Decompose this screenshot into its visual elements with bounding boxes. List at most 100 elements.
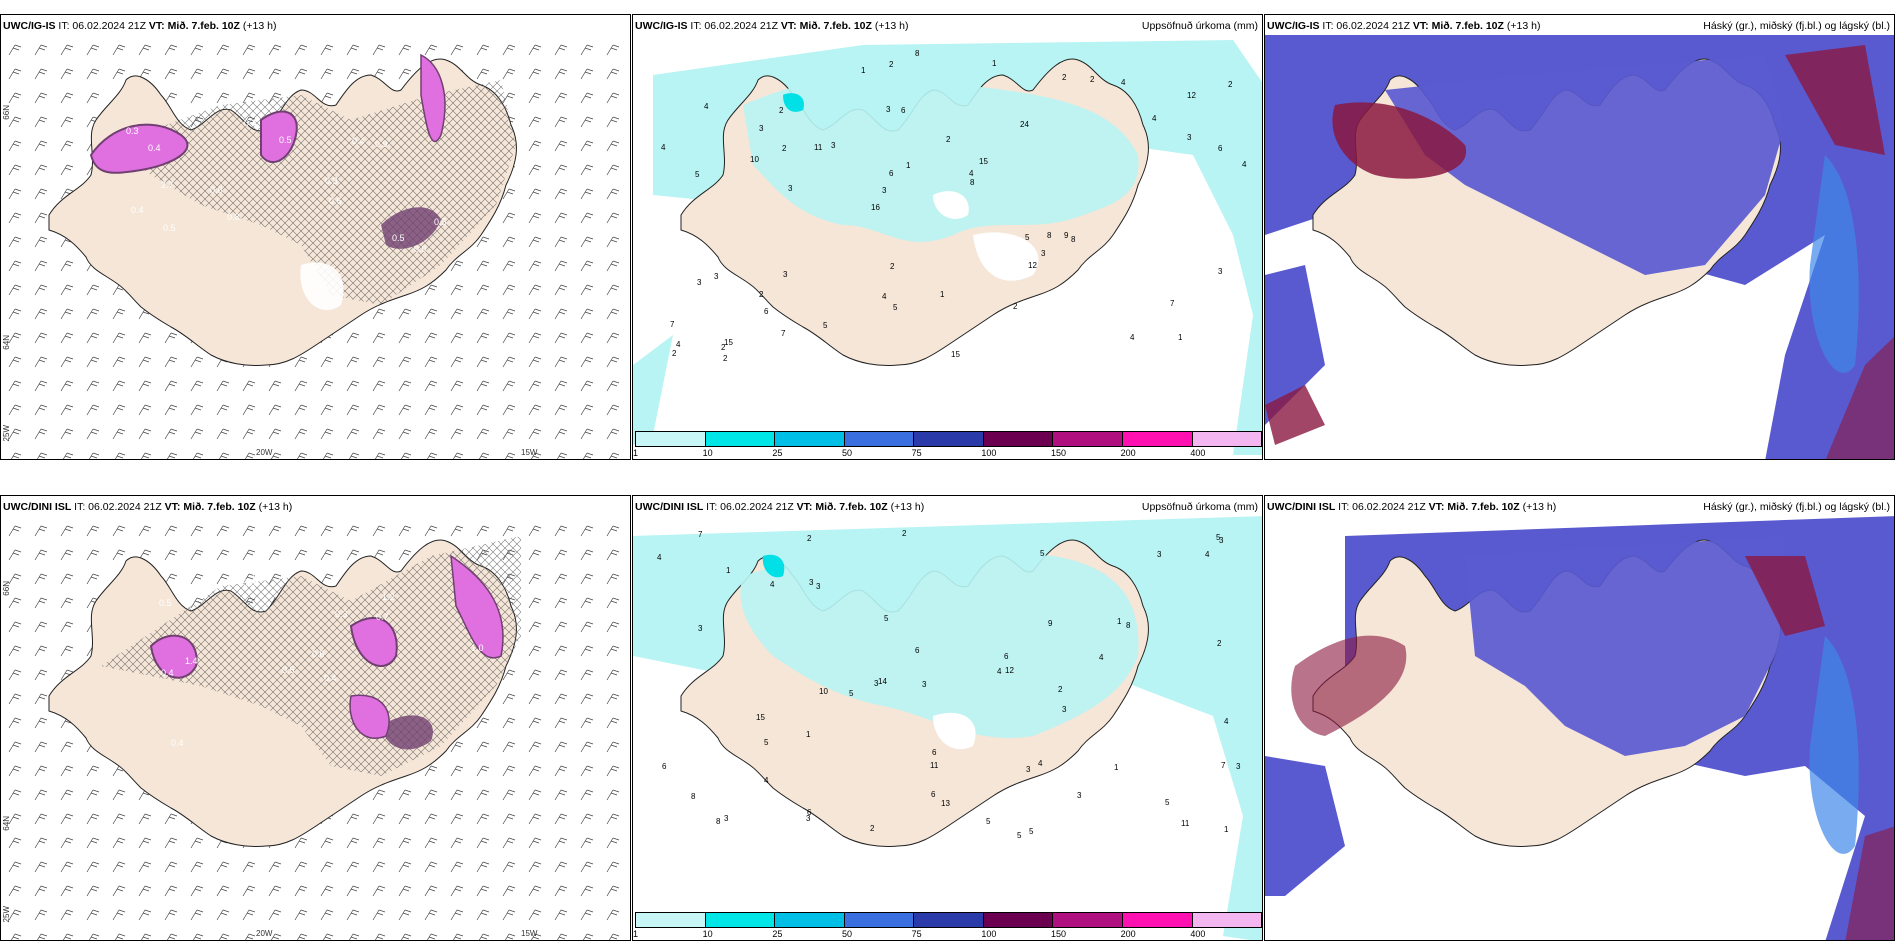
- wind-barb: [528, 116, 542, 128]
- wind-barb: [502, 813, 516, 825]
- wind-barb: [8, 284, 22, 296]
- legend-tick: 50: [842, 448, 853, 458]
- wind-barb: [294, 885, 308, 897]
- wind-barb: [476, 717, 490, 729]
- wind-barb: [450, 837, 464, 849]
- panel-cloud-ig-is: UWC/IG-IS IT: 06.02.2024 21Z VT: Mið. 7.…: [1264, 14, 1895, 460]
- wind-barb: [320, 573, 334, 585]
- wind-barb: [580, 837, 594, 849]
- wind-barb: [502, 236, 516, 248]
- map-value-label: 15: [756, 713, 765, 722]
- wind-barb: [60, 861, 74, 873]
- wind-barb: [268, 428, 282, 440]
- wind-barb: [606, 308, 620, 320]
- wind-barb: [450, 404, 464, 416]
- wind-barb: [140, 933, 152, 940]
- wind-barb: [34, 837, 48, 849]
- map-value-label: 12: [1028, 261, 1037, 270]
- wind-barb: [398, 549, 412, 561]
- wind-barb: [8, 789, 22, 801]
- wind-barb: [320, 356, 334, 368]
- wind-barb: [580, 861, 594, 873]
- wind-barb: [268, 380, 282, 392]
- wind-barb: [190, 837, 204, 849]
- wind-barb: [322, 452, 334, 459]
- legend-tick: 150: [1051, 448, 1067, 458]
- map-value-label: 24: [1020, 120, 1029, 129]
- wind-barb: [164, 525, 178, 537]
- legend-tick: 400: [1190, 929, 1206, 939]
- map-value-label: 8: [1071, 235, 1076, 244]
- wind-barb: [606, 116, 620, 128]
- wind-barb: [502, 741, 516, 753]
- wind-barb: [398, 885, 412, 897]
- map-value-label: 3: [874, 679, 879, 688]
- wind-barb: [190, 909, 204, 921]
- wind-barb: [582, 933, 594, 940]
- map-value-label: 2: [723, 354, 728, 363]
- map-value-label: 4: [1205, 550, 1210, 559]
- wind-barb: [190, 525, 204, 537]
- map-value-label: 3: [1157, 550, 1162, 559]
- wind-barb: [398, 861, 412, 873]
- wind-barb: [34, 212, 48, 224]
- wind-barb: [270, 452, 282, 459]
- wind-barb: [86, 885, 100, 897]
- map-value-label: 0.6: [329, 196, 342, 206]
- wind-barb: [372, 525, 386, 537]
- map-value-label: 6: [1218, 144, 1223, 153]
- wind-barb: [556, 933, 568, 940]
- wind-barb: [164, 380, 178, 392]
- wind-barb: [8, 44, 22, 56]
- wind-barb: [346, 404, 360, 416]
- wind-barb: [60, 645, 74, 657]
- map-value-label: 0.4: [161, 668, 174, 678]
- wind-barb: [502, 717, 516, 729]
- wind-barb: [86, 332, 100, 344]
- wind-barb: [608, 933, 620, 940]
- wind-barb: [554, 621, 568, 633]
- wind-barb: [60, 68, 74, 80]
- wind-barb: [216, 380, 230, 392]
- wind-barb: [606, 284, 620, 296]
- wind-barb: [606, 428, 620, 440]
- wind-barb: [580, 765, 594, 777]
- map-value-label: 0.6: [312, 649, 325, 659]
- map-value-label: 15: [724, 338, 733, 347]
- wind-barb: [502, 861, 516, 873]
- wind-barb: [554, 356, 568, 368]
- wind-barb: [60, 140, 74, 152]
- wind-barb: [476, 741, 490, 753]
- wind-barb: [580, 549, 594, 561]
- wind-barb: [450, 380, 464, 392]
- wind-barb: [476, 356, 490, 368]
- wind-barb: [528, 236, 542, 248]
- wind-barb: [86, 404, 100, 416]
- map-value-label: 5: [823, 321, 828, 330]
- map-value-label: 2: [890, 262, 895, 271]
- wind-barb: [606, 717, 620, 729]
- map-value-label: 3: [1236, 762, 1241, 771]
- map-value-label: 3: [831, 141, 836, 150]
- wind-barb: [268, 909, 282, 921]
- wind-barb: [268, 404, 282, 416]
- wind-barb: [164, 861, 178, 873]
- wind-barb: [528, 669, 542, 681]
- map-value-label: 2: [870, 824, 875, 833]
- map-icing: 2.0 1.2 1.0 0.5 0.4 1.4 0.5 0.7 0.4 0.3 0.6 0.4 0.9: [8, 525, 620, 940]
- wind-barb: [294, 837, 308, 849]
- map-value-label: 15: [951, 350, 960, 359]
- wind-barb: [554, 140, 568, 152]
- map-value-label: 11: [930, 761, 939, 770]
- wind-barb: [60, 356, 74, 368]
- wind-barb: [528, 428, 542, 440]
- wind-barb: [348, 933, 360, 940]
- wind-barb: [554, 380, 568, 392]
- wind-barb: [60, 621, 74, 633]
- wind-barb: [476, 404, 490, 416]
- wind-barb: [138, 332, 152, 344]
- wind-barb: [190, 428, 204, 440]
- wind-barb: [606, 92, 620, 104]
- wind-barb: [554, 741, 568, 753]
- wind-barb: [8, 525, 22, 537]
